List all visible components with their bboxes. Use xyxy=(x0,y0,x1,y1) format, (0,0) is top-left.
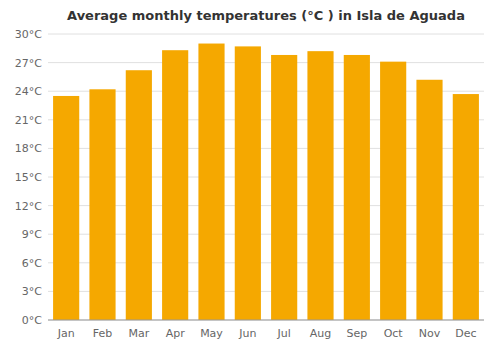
x-tick-label: Nov xyxy=(419,327,441,340)
bar xyxy=(380,62,406,320)
y-tick-label: 3°C xyxy=(22,285,42,298)
x-tick-label: May xyxy=(200,327,223,340)
bar xyxy=(162,50,188,320)
y-tick-label: 6°C xyxy=(22,257,42,270)
x-tick-label: Jan xyxy=(57,327,75,340)
x-tick-label: Dec xyxy=(455,327,476,340)
x-tick-label: Apr xyxy=(166,327,186,340)
bar xyxy=(235,46,261,320)
title: Average monthly temperatures (°C ) in Is… xyxy=(67,8,465,23)
x-tick-label: Aug xyxy=(310,327,331,340)
y-tick-label: 0°C xyxy=(22,314,42,327)
y-tick-label: 9°C xyxy=(22,228,42,241)
y-tick-label: 24°C xyxy=(15,85,42,98)
bar xyxy=(416,80,442,320)
x-axis-line xyxy=(48,320,484,321)
bar xyxy=(126,70,152,320)
chart: Average monthly temperatures (°C ) in Is… xyxy=(0,0,500,350)
bar xyxy=(198,44,224,320)
x-tick-label: Oct xyxy=(384,327,404,340)
page: {"chart_data": {"type": "bar", "title": … xyxy=(0,0,500,350)
y-tick-label: 27°C xyxy=(15,57,42,70)
y-tick-label: 18°C xyxy=(15,142,42,155)
x-tick-label: Jun xyxy=(238,327,256,340)
x-axis: Jan Feb Mar Apr May Jun Jul Aug Sep Oct Nov Dec xyxy=(48,320,484,340)
grid-line xyxy=(48,62,484,63)
grid-line xyxy=(48,34,484,35)
grid-line xyxy=(48,320,484,321)
x-tick-label: Jul xyxy=(277,327,291,340)
bar xyxy=(89,89,115,320)
y-tick-label: 30°C xyxy=(15,28,42,41)
bars xyxy=(53,44,479,320)
bar xyxy=(307,51,333,320)
x-tick-label: Sep xyxy=(346,327,367,340)
bar xyxy=(453,94,479,320)
y-tick-label: 21°C xyxy=(15,114,42,127)
y-axis: 0°C 3°C 6°C 9°C 12°C 15°C 18°C 21°C 24°C 27°C 30°C xyxy=(15,28,484,327)
y-tick-label: 15°C xyxy=(15,171,42,184)
y-tick-label: 12°C xyxy=(15,200,42,213)
x-tick-label: Mar xyxy=(128,327,149,340)
bar xyxy=(53,96,79,320)
bar xyxy=(344,55,370,320)
bar xyxy=(271,55,297,320)
x-tick-label: Feb xyxy=(93,327,112,340)
